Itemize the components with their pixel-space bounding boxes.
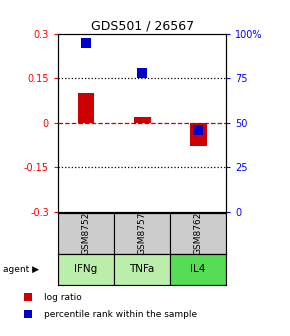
- Bar: [170, 213, 226, 254]
- Text: GSM8757: GSM8757: [137, 212, 147, 255]
- Text: IL4: IL4: [191, 264, 206, 275]
- Text: GSM8752: GSM8752: [81, 212, 90, 255]
- Text: log ratio: log ratio: [44, 293, 82, 302]
- Point: [196, 127, 200, 132]
- Title: GDS501 / 26567: GDS501 / 26567: [90, 19, 194, 33]
- Text: IFNg: IFNg: [75, 264, 98, 275]
- Bar: [170, 254, 226, 285]
- Bar: [58, 213, 114, 254]
- Point: [26, 311, 30, 317]
- Bar: [78, 93, 95, 123]
- Point: [84, 40, 88, 45]
- Text: agent ▶: agent ▶: [3, 265, 39, 274]
- Text: percentile rank within the sample: percentile rank within the sample: [44, 310, 197, 319]
- Point: [26, 295, 30, 300]
- Text: GSM8762: GSM8762: [194, 212, 203, 255]
- Bar: [134, 117, 151, 123]
- Bar: [190, 123, 206, 146]
- Bar: [114, 254, 170, 285]
- Bar: [114, 213, 170, 254]
- Bar: [58, 254, 114, 285]
- Point: [140, 70, 144, 76]
- Text: TNFa: TNFa: [129, 264, 155, 275]
